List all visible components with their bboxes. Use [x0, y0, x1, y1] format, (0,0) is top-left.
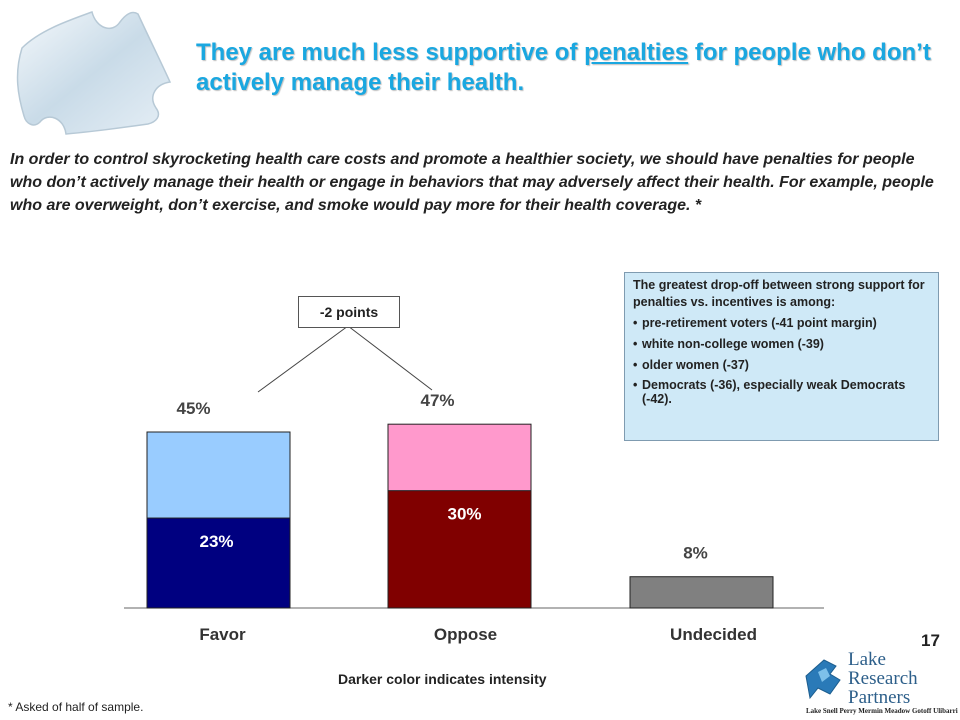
category-label-favor: Favor — [199, 625, 246, 644]
callout-item: older women (-37) — [633, 357, 930, 374]
strong-label-favor: 23% — [199, 532, 233, 551]
survey-question: In order to control skyrocketing health … — [10, 151, 934, 214]
callout-item: Democrats (-36), especially weak Democra… — [633, 378, 930, 406]
total-label-undecided: 8% — [683, 544, 708, 563]
callout-item: pre-retirement voters (-41 point margin) — [633, 315, 930, 332]
logo-line-3: Partners — [848, 687, 911, 708]
callout-item: white non-college women (-39) — [633, 336, 930, 353]
slide-title: They are much less supportive of penalti… — [196, 38, 956, 98]
connector-line-right — [347, 325, 433, 391]
bar-strong-favor — [146, 517, 291, 609]
total-label-oppose: 47% — [420, 391, 454, 410]
connector-line-left — [257, 325, 349, 393]
category-label-undecided: Undecided — [670, 625, 757, 644]
callout-intro: The greatest drop-off between strong sup… — [633, 278, 925, 309]
page-number: 17 — [921, 631, 940, 650]
title-part-2: for people who don’t actively manage the… — [196, 39, 931, 96]
category-label-oppose: Oppose — [434, 625, 497, 644]
title-part-1: They are much less supportive of — [196, 39, 585, 66]
logo-line-2: Research — [848, 668, 918, 689]
title-underlined-word: penalties — [584, 39, 689, 66]
callout-box: The greatest drop-off between strong sup… — [624, 272, 939, 441]
callout-list: pre-retirement voters (-41 point margin)… — [633, 315, 930, 406]
logo-line-1: Lake — [848, 649, 886, 670]
bar-total-undecided — [629, 576, 774, 609]
logo-partner-names: Lake Snell Perry Mermin Meadow Gotoff Ul… — [806, 707, 958, 715]
footnote: * Asked of half of sample. — [8, 700, 144, 714]
total-label-favor: 45% — [176, 399, 210, 418]
intensity-note: Darker color indicates intensity — [338, 671, 547, 687]
bar-strong-oppose — [387, 490, 532, 609]
difference-label: -2 points — [298, 296, 400, 328]
logo-text: Lake Research Partners — [848, 650, 918, 707]
strong-label-oppose: 30% — [447, 505, 481, 524]
puzzle-piece-icon — [16, 11, 172, 135]
lake-research-logo-icon — [805, 659, 841, 700]
